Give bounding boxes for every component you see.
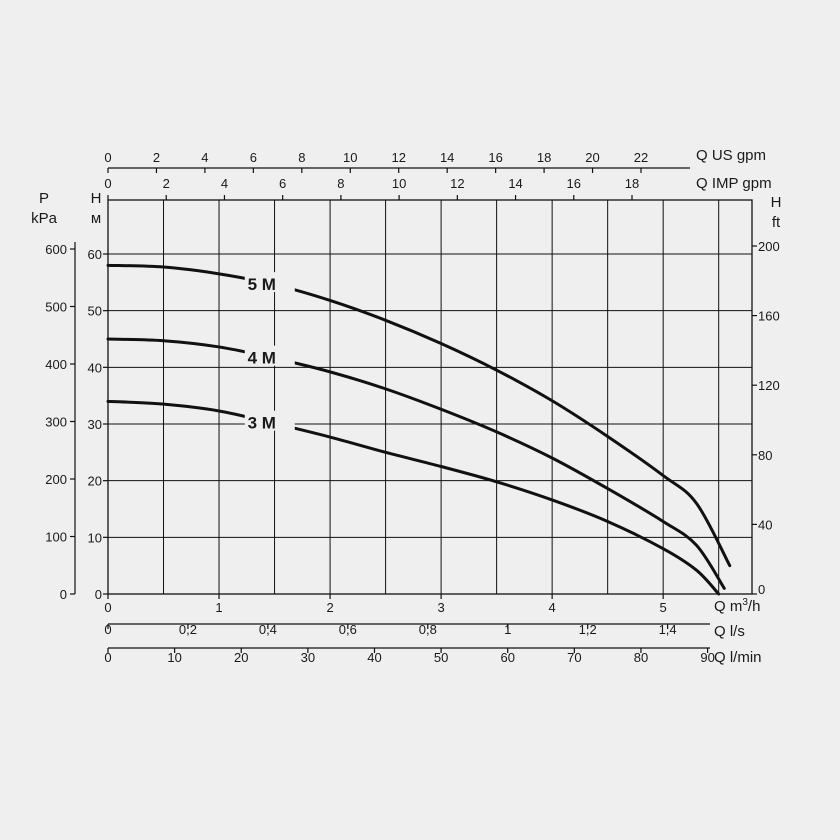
q-imp-gpm-tick-label: 2: [163, 176, 170, 191]
q-m3h-tick-label: 3: [437, 600, 444, 615]
q-lmin-tick-label: 70: [567, 650, 581, 665]
q-m3h-label: Q m3/h: [714, 597, 760, 615]
q-imp-gpm-tick-label: 10: [392, 176, 406, 191]
curve-label-bg: [244, 345, 295, 366]
q-ls-tick-label: 0: [104, 622, 111, 637]
q-imp-gpm-tick-label: 0: [104, 176, 111, 191]
q-ls-tick-label: 1,4: [659, 622, 677, 637]
h-ft-tick-label: 200: [758, 239, 780, 254]
h-ft-axis-unit: ft: [772, 214, 781, 231]
q-ls-tick-label: 0,6: [339, 622, 357, 637]
q-us-gpm-tick-label: 14: [440, 150, 454, 165]
p-tick-label: 0: [60, 587, 67, 602]
q-ls-tick-label: 1,2: [579, 622, 597, 637]
q-us-gpm-tick-label: 8: [298, 150, 305, 165]
h-ft-tick-label: 40: [758, 517, 772, 532]
q-imp-gpm-tick-label: 18: [625, 176, 639, 191]
q-us-gpm-tick-label: 18: [537, 150, 551, 165]
h-ft-tick-label: 160: [758, 309, 780, 324]
q-imp-gpm-tick-label: 16: [567, 176, 581, 191]
h-ft-tick-label: 0: [758, 582, 765, 597]
q-lmin-tick-label: 30: [301, 650, 315, 665]
q-us-gpm-tick-label: 0: [104, 150, 111, 165]
h-m-tick-label: 40: [88, 360, 102, 375]
p-tick-label: 100: [45, 530, 67, 545]
q-us-gpm-tick-label: 6: [250, 150, 257, 165]
q-ls-tick-label: 0,2: [179, 622, 197, 637]
p-tick-label: 600: [45, 242, 67, 257]
axes: 0100200300400500600010203040506004080120…: [45, 150, 779, 665]
q-imp-gpm-label: Q IMP gpm: [696, 175, 772, 192]
q-lmin-tick-label: 50: [434, 650, 448, 665]
q-lmin-tick-label: 60: [500, 650, 514, 665]
q-ls-label: Q l/s: [714, 623, 745, 640]
q-imp-gpm-tick-label: 4: [221, 176, 228, 191]
curve-5m: [106, 263, 732, 568]
q-us-gpm-tick-label: 4: [201, 150, 208, 165]
curve-4m: [106, 337, 726, 590]
h-m-tick-label: 60: [88, 247, 102, 262]
curve-label-bg: [244, 272, 295, 293]
curves: 5 M 4 M 3 M: [106, 263, 732, 596]
curve-label: 5 M: [248, 275, 276, 294]
q-lmin-tick-label: 0: [104, 650, 111, 665]
h-m-tick-label: 50: [88, 304, 102, 319]
q-us-gpm-tick-label: 10: [343, 150, 357, 165]
p-axis-title: P: [39, 190, 49, 207]
curve-label: 3 M: [248, 414, 276, 433]
q-imp-gpm-tick-label: 12: [450, 176, 464, 191]
q-lmin-label: Q l/min: [714, 649, 762, 666]
q-imp-gpm-tick-label: 14: [508, 176, 522, 191]
q-ls-tick-label: 0,8: [419, 622, 437, 637]
h-ft-tick-label: 120: [758, 378, 780, 393]
h-m-tick-label: 20: [88, 474, 102, 489]
curve-label: 4 M: [248, 349, 276, 368]
q-us-gpm-tick-label: 12: [391, 150, 405, 165]
plot-frame: [107, 199, 753, 595]
p-tick-label: 400: [45, 357, 67, 372]
curve-label-bg: [244, 410, 295, 431]
q-lmin-tick-label: 90: [700, 650, 714, 665]
h-ft-axis-title: H: [771, 194, 782, 211]
p-tick-label: 300: [45, 415, 67, 430]
q-ls-tick-label: 1: [504, 622, 511, 637]
q-us-gpm-tick-label: 16: [488, 150, 502, 165]
h-m-tick-label: 10: [88, 530, 102, 545]
p-tick-label: 200: [45, 472, 67, 487]
q-us-gpm-tick-label: 2: [153, 150, 160, 165]
q-m3h-tick-label: 5: [660, 600, 667, 615]
p-axis-unit: kPa: [31, 210, 58, 227]
q-imp-gpm-tick-label: 8: [337, 176, 344, 191]
q-ls-tick-label: 0,4: [259, 622, 277, 637]
q-m3h-tick-label: 1: [215, 600, 222, 615]
q-us-gpm-tick-label: 20: [585, 150, 599, 165]
q-lmin-tick-label: 40: [367, 650, 381, 665]
q-lmin-tick-label: 20: [234, 650, 248, 665]
q-m3h-tick-label: 4: [549, 600, 556, 615]
q-m3h-tick-label: 0: [104, 600, 111, 615]
h-m-tick-label: 0: [95, 587, 102, 602]
p-tick-label: 500: [45, 300, 67, 315]
q-lmin-tick-label: 80: [634, 650, 648, 665]
q-us-gpm-tick-label: 22: [634, 150, 648, 165]
q-us-gpm-label: Q US gpm: [696, 147, 766, 164]
h-m-axis-unit: м: [91, 210, 101, 227]
h-m-tick-label: 30: [88, 417, 102, 432]
h-m-axis-title: H: [91, 190, 102, 207]
q-m3h-tick-label: 2: [326, 600, 333, 615]
grid: [107, 199, 753, 595]
curve-3m: [106, 399, 721, 596]
q-lmin-tick-label: 10: [167, 650, 181, 665]
h-ft-tick-label: 80: [758, 448, 772, 463]
q-imp-gpm-tick-label: 6: [279, 176, 286, 191]
